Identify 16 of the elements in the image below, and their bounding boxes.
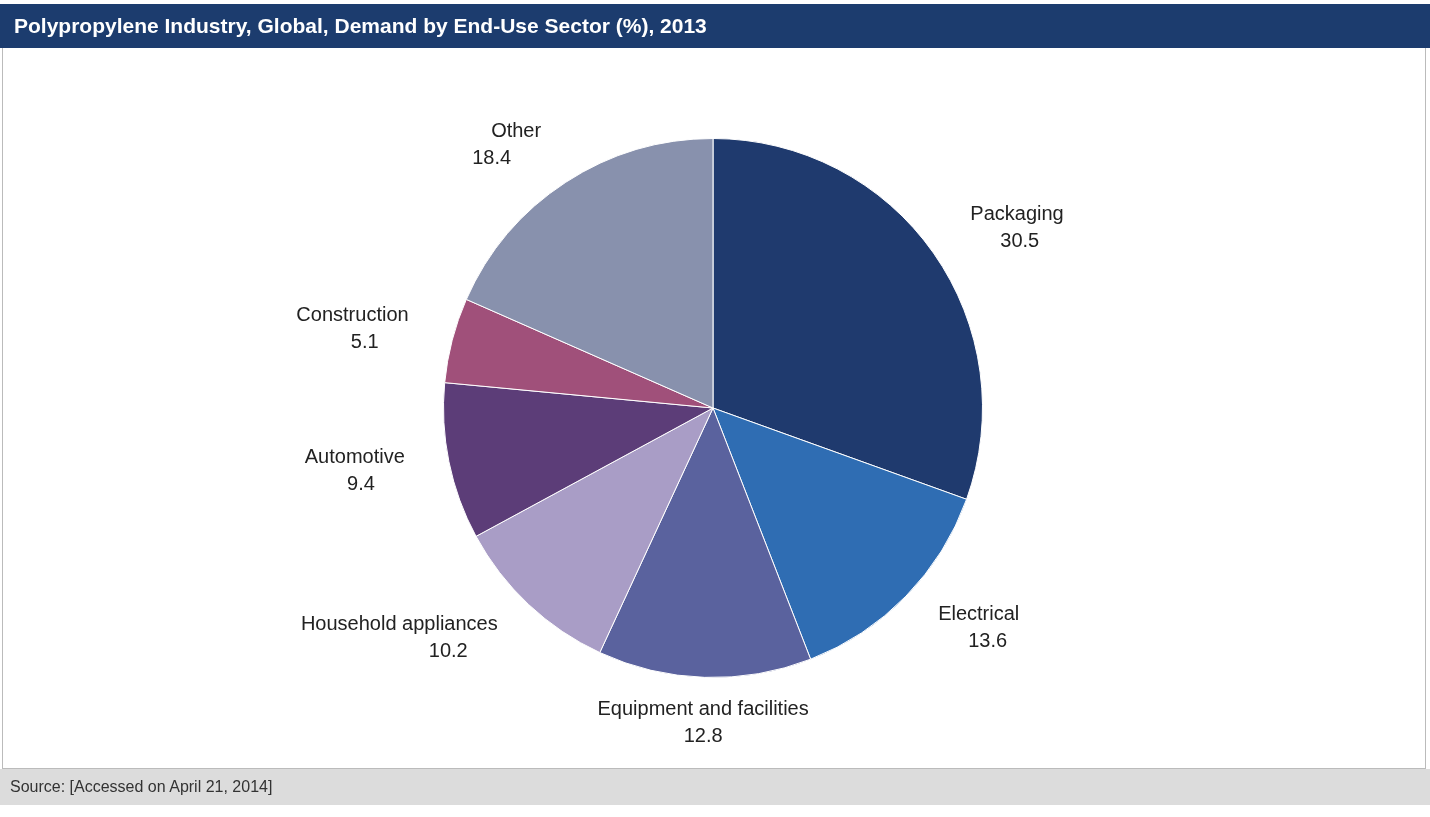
data-label: 12.8 (683, 723, 723, 746)
data-label: 18.4 (472, 146, 512, 169)
data-label: 10.2 (428, 638, 468, 661)
slice-label: Packaging (970, 201, 1064, 224)
data-label: 13.6 (968, 629, 1008, 652)
source-note: Source: [Accessed on April 21, 2014] (0, 769, 1430, 805)
data-label: 9.4 (347, 472, 375, 495)
slice-label: Construction (296, 303, 409, 326)
slice-label: Other (491, 119, 542, 142)
slice-label: Equipment and facilities (597, 696, 809, 719)
data-label: 5.1 (350, 330, 379, 353)
slice-label: Electrical (938, 602, 1020, 625)
data-label: 30.5 (1000, 228, 1040, 251)
chart-title: Polypropylene Industry, Global, Demand by End-Use Sector (%), 2013 (0, 4, 1430, 48)
slice-label: Automotive (304, 445, 405, 468)
slice-label: Household appliances (300, 611, 498, 634)
